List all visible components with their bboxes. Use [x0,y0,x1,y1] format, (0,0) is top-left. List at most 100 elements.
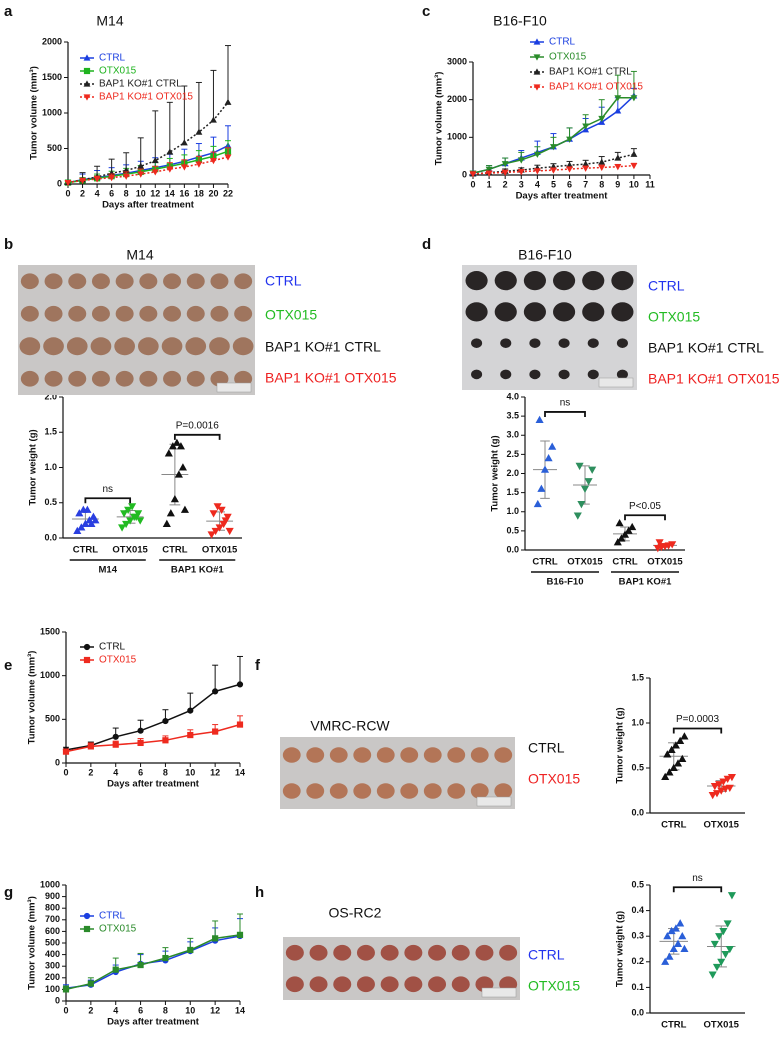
series-line [67,145,229,184]
marker [573,512,582,520]
marker [83,94,91,101]
marker [112,741,119,748]
x-tick-label: 7 [583,179,588,189]
legend-label: OTX015 [99,66,137,77]
tumor [210,273,229,290]
marker [614,164,622,171]
tumor [470,747,489,763]
marker [535,415,544,424]
tumor [232,337,254,356]
y-axis-label: Tumor weight (g) [490,435,501,511]
marker [613,538,622,546]
x-tick-label: 2 [80,188,85,198]
marker [537,484,546,492]
legend-label: CTRL [549,37,576,48]
marker [174,470,183,478]
marker [211,527,220,536]
x-tick-label: 1 [487,179,492,189]
marker [533,54,541,61]
y-tick-label: 1.5 [631,672,644,682]
tumor [306,747,325,763]
marker [217,506,226,515]
marker [215,524,224,532]
tumor [163,273,182,290]
photo [462,265,637,390]
tumor [114,337,135,356]
category-label: CTRL [73,545,99,556]
y-tick-label: 0.0 [506,544,519,554]
category-label: OTX015 [112,545,148,556]
y-tick-label: 0.1 [631,982,644,992]
marker [213,503,222,511]
marker [62,986,70,993]
tumor [68,273,87,290]
legend-label: OTX015 [99,924,137,935]
y-tick-label: 0.0 [44,532,57,542]
marker [680,944,689,953]
tumor [210,305,229,322]
y-tick-label: 0.2 [631,956,644,966]
marker [83,54,91,61]
tumor [353,747,372,763]
marker [725,784,734,793]
group-label: B16-F10 [547,577,584,588]
marker [665,952,674,960]
marker [180,139,188,146]
x-tick-label: 8 [163,1005,168,1015]
x-tick-label: 14 [165,188,175,198]
marker [678,754,687,763]
panel-letter: a [4,3,13,20]
photo-label: OTX015 [648,309,700,325]
category-label: OTX015 [704,1020,740,1031]
marker [582,123,590,130]
series-line [67,156,229,184]
marker [209,510,218,518]
category-label: CTRL [162,545,188,556]
marker [727,773,736,782]
marker [187,731,194,739]
y-tick-label: 0.5 [44,497,57,507]
marker [630,163,638,170]
tumor [186,305,205,322]
marker [533,68,541,75]
tumor [43,337,64,356]
marker [224,98,232,105]
marker [122,520,131,529]
marker [151,156,159,164]
tumor [115,370,134,387]
legend-label: CTRL [99,911,126,922]
y-axis-label: Tumor volume (mm³) [434,72,445,166]
x-tick-label: 4 [113,767,118,777]
marker [168,442,177,450]
marker [126,517,135,525]
marker [195,161,203,168]
marker [212,935,219,942]
x-tick-label: 8 [124,188,129,198]
x-tick-label: 0 [65,188,70,198]
x-tick-label: 6 [138,767,143,777]
marker [661,772,670,781]
marker [151,169,159,176]
marker [137,171,145,178]
tumor [400,747,419,763]
tumor [185,337,207,356]
category-label: CTRL [661,820,687,831]
tumor [470,783,489,799]
marker [710,782,719,791]
x-tick-label: 12 [150,188,160,198]
y-tick-label: 1.5 [44,427,57,437]
marker [671,924,680,932]
tumor [523,271,546,291]
marker [178,463,187,471]
group-label: BAP1 KO#1 [619,577,673,588]
bracket [624,514,666,521]
y-tick-label: 3.5 [506,411,519,421]
tumor [587,369,599,380]
legend-label: BAP1 KO#1 CTRL [99,79,182,90]
marker [87,743,94,750]
marker [187,946,194,954]
tumor [611,302,634,322]
x-tick-label: 22 [223,188,233,198]
x-tick-label: 2 [88,767,93,777]
